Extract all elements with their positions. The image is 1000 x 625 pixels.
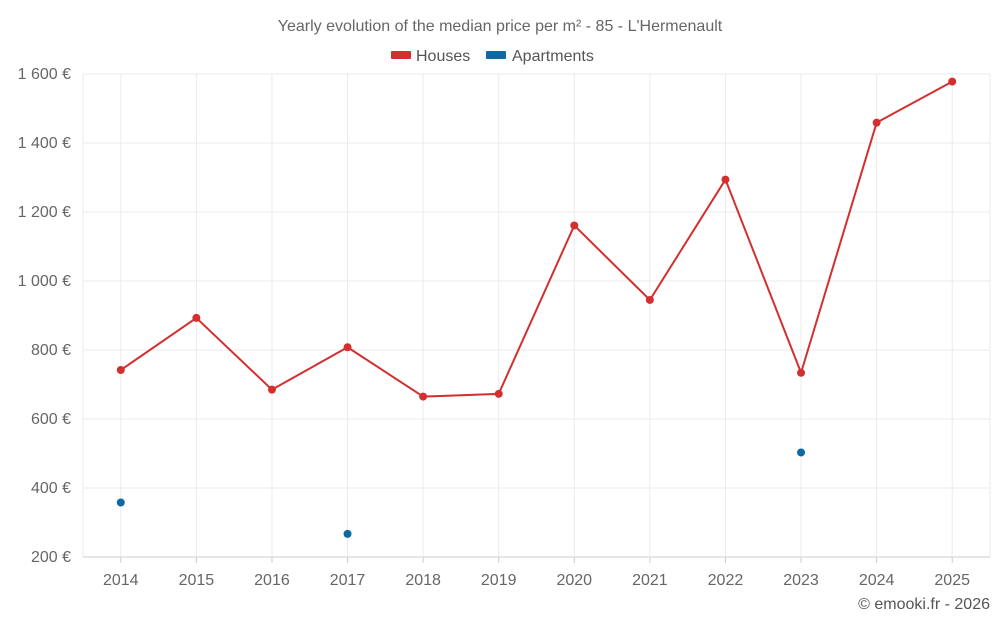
x-tick-label: 2024 bbox=[859, 572, 895, 589]
x-tick-label: 2020 bbox=[556, 572, 592, 589]
x-tick-label: 2016 bbox=[254, 572, 290, 589]
y-tick-label: 1 400 € bbox=[18, 135, 71, 152]
series-houses bbox=[116, 77, 957, 401]
x-tick-label: 2022 bbox=[708, 572, 744, 589]
data-point-houses-2023[interactable] bbox=[797, 368, 806, 377]
x-gridlines bbox=[82, 74, 991, 563]
legend-swatch-houses bbox=[391, 51, 411, 59]
data-point-houses-2018[interactable] bbox=[419, 392, 428, 401]
x-tick-label: 2021 bbox=[632, 572, 668, 589]
data-point-houses-2021[interactable] bbox=[645, 295, 654, 304]
data-point-houses-2015[interactable] bbox=[192, 313, 201, 322]
legend-item-apartments[interactable]: Apartments bbox=[486, 48, 594, 65]
credit-text: © emooki.fr - 2026 bbox=[858, 596, 990, 613]
x-tick-label: 2018 bbox=[405, 572, 441, 589]
x-tick-label: 2017 bbox=[330, 572, 366, 589]
x-tick-label: 2014 bbox=[103, 572, 139, 589]
y-tick-label: 800 € bbox=[31, 342, 71, 359]
y-axis-labels: 200 € 400 € 600 € 800 € 1 000 € 1 200 € 1 400 … bbox=[18, 66, 71, 566]
x-axis-labels: 2014 2015 2016 2017 2018 2019 2020 2021 2022 2023… bbox=[103, 572, 970, 589]
data-point-apartments-2014[interactable] bbox=[116, 498, 125, 507]
y-tick-label: 1 200 € bbox=[18, 204, 71, 221]
data-point-apartments-2017[interactable] bbox=[343, 529, 352, 538]
data-point-houses-2020[interactable] bbox=[570, 221, 579, 230]
series-segment-houses bbox=[724, 178, 803, 374]
data-point-houses-2019[interactable] bbox=[494, 389, 503, 398]
data-point-houses-2024[interactable] bbox=[872, 118, 881, 127]
y-tick-label: 1 000 € bbox=[18, 273, 71, 290]
x-tick-label: 2025 bbox=[934, 572, 970, 589]
chart-title: Yearly evolution of the median price per… bbox=[278, 18, 723, 35]
series-segment-houses bbox=[119, 316, 198, 372]
y-tick-label: 200 € bbox=[31, 549, 71, 566]
data-point-houses-2022[interactable] bbox=[721, 175, 730, 184]
data-point-houses-2014[interactable] bbox=[116, 366, 125, 375]
legend-label-houses: Houses bbox=[416, 48, 470, 65]
series-layer bbox=[116, 77, 957, 538]
series-segment-houses bbox=[195, 316, 273, 391]
series-segment-houses bbox=[800, 121, 878, 374]
x-tick-label: 2023 bbox=[783, 572, 819, 589]
series-segment-houses bbox=[497, 224, 576, 395]
y-gridlines bbox=[83, 73, 990, 558]
series-segment-houses bbox=[573, 224, 651, 301]
y-tick-label: 400 € bbox=[31, 480, 71, 497]
series-segment-houses bbox=[422, 392, 500, 398]
y-tick-label: 1 600 € bbox=[18, 66, 71, 83]
x-tick-label: 2019 bbox=[481, 572, 517, 589]
legend-item-houses[interactable]: Houses bbox=[391, 48, 470, 65]
series-segment-houses bbox=[346, 346, 425, 398]
x-tick-label: 2015 bbox=[179, 572, 215, 589]
data-point-houses-2017[interactable] bbox=[343, 343, 352, 352]
legend-swatch-apartments bbox=[486, 51, 506, 59]
series-segment-houses bbox=[270, 346, 349, 391]
series-segment-houses bbox=[648, 178, 727, 301]
data-point-houses-2025[interactable] bbox=[948, 77, 957, 86]
series-segment-houses bbox=[875, 80, 954, 124]
y-tick-label: 600 € bbox=[31, 411, 71, 428]
data-point-houses-2016[interactable] bbox=[267, 385, 276, 394]
legend: Houses Apartments bbox=[391, 48, 594, 65]
legend-label-apartments: Apartments bbox=[512, 48, 594, 65]
data-point-apartments-2023[interactable] bbox=[797, 448, 806, 457]
series-apartments bbox=[116, 448, 806, 538]
